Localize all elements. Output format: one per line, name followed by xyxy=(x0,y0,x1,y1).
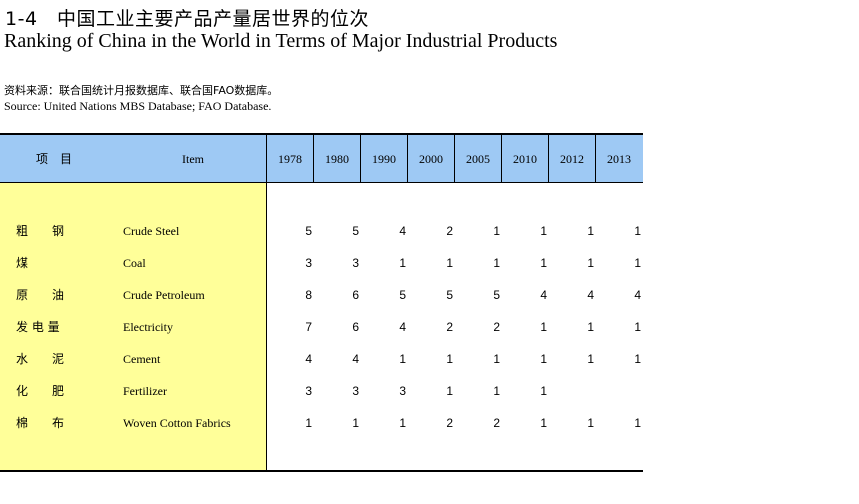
row-item-en: Woven Cotton Fabrics xyxy=(123,416,231,430)
source-note-cn: 资料来源：联合国统计月报数据库、联合国FAO数据库。 xyxy=(4,84,279,97)
rank-value-cell: 4 xyxy=(634,288,641,302)
rank-value-cell: 2 xyxy=(446,416,453,430)
rank-value-cell: 4 xyxy=(399,224,406,238)
rank-value-cell: 1 xyxy=(446,256,453,270)
table-row: 化 肥 Fertilizer 3 3 3 1 1 1 xyxy=(0,381,643,401)
rank-value-cell: 1 xyxy=(540,352,547,366)
rank-value-cell: 1 xyxy=(493,384,500,398)
rank-value-cell: 4 xyxy=(305,352,312,366)
source-note-en: Source: United Nations MBS Database; FAO… xyxy=(4,99,272,113)
rank-value-cell: 3 xyxy=(305,256,312,270)
rank-value-cell: 1 xyxy=(540,416,547,430)
rank-value-cell: 1 xyxy=(634,416,641,430)
rank-value-cell: 1 xyxy=(399,416,406,430)
rank-value-cell: 1 xyxy=(587,320,594,334)
table-row: 煤 Coal 3 3 1 1 1 1 1 1 xyxy=(0,253,643,273)
row-item-cn: 棉 布 xyxy=(16,416,65,430)
rank-value-cell: 2 xyxy=(446,224,453,238)
header-year-7: 2013 xyxy=(595,135,642,183)
table-title-en: Ranking of China in the World in Terms o… xyxy=(4,30,558,52)
header-year-4: 2005 xyxy=(454,135,501,183)
rank-value-cell: 8 xyxy=(305,288,312,302)
header-year-5: 2010 xyxy=(501,135,548,183)
table-row: 发 电 量 Electricity 7 6 4 2 2 1 1 1 xyxy=(0,317,643,337)
row-item-cn: 煤 xyxy=(16,256,29,270)
rank-value-cell: 3 xyxy=(399,384,406,398)
rank-value-cell: 7 xyxy=(305,320,312,334)
table-bottom-rule xyxy=(0,470,643,472)
rank-value-cell: 4 xyxy=(587,288,594,302)
rank-value-cell: 3 xyxy=(305,384,312,398)
rank-value-cell: 1 xyxy=(540,384,547,398)
table-row: 原 油 Crude Petroleum 8 6 5 5 5 4 4 4 xyxy=(0,285,643,305)
rank-value-cell: 1 xyxy=(587,416,594,430)
rank-value-cell: 2 xyxy=(493,416,500,430)
rank-value-cell: 5 xyxy=(446,288,453,302)
rank-value-cell: 5 xyxy=(305,224,312,238)
header-item-en: Item xyxy=(182,152,204,166)
table-row: 棉 布 Woven Cotton Fabrics 1 1 1 2 2 1 1 1 xyxy=(0,413,643,433)
rank-value-cell: 1 xyxy=(634,256,641,270)
header-year-0: 1978 xyxy=(266,135,313,183)
row-item-en: Cement xyxy=(123,352,161,366)
rank-value-cell: 3 xyxy=(352,384,359,398)
rank-value-cell: 1 xyxy=(399,352,406,366)
rank-value-cell: 1 xyxy=(540,256,547,270)
header-year-6: 2012 xyxy=(548,135,595,183)
rank-value-cell: 1 xyxy=(634,224,641,238)
rank-value-cell: 3 xyxy=(352,256,359,270)
rank-value-cell: 1 xyxy=(352,416,359,430)
rank-value-cell: 1 xyxy=(587,256,594,270)
row-item-en: Fertilizer xyxy=(123,384,167,398)
rank-value-cell: 5 xyxy=(493,288,500,302)
rank-value-cell xyxy=(601,381,641,401)
rank-value-cell: 4 xyxy=(352,352,359,366)
rank-value-cell: 1 xyxy=(493,352,500,366)
rank-value-cell: 5 xyxy=(399,288,406,302)
row-item-cn: 水 泥 xyxy=(16,352,65,366)
ranking-table: 项目 Item 1978 1980 1990 2000 2005 2010 2012 2013… xyxy=(0,133,643,472)
rank-value-cell: 1 xyxy=(587,224,594,238)
rank-value-cell: 2 xyxy=(446,320,453,334)
rank-value-cell: 1 xyxy=(493,256,500,270)
rank-value-cell: 6 xyxy=(352,320,359,334)
rank-value-cell: 1 xyxy=(634,352,641,366)
rank-value-cell: 6 xyxy=(352,288,359,302)
rank-value-cell: 4 xyxy=(540,288,547,302)
rank-value-cell: 1 xyxy=(446,384,453,398)
table-row: 粗 钢 Crude Steel 5 5 4 2 1 1 1 1 xyxy=(0,221,643,241)
rank-value-cell: 1 xyxy=(305,416,312,430)
rank-value-cell: 1 xyxy=(540,224,547,238)
header-year-1: 1980 xyxy=(313,135,360,183)
rank-value-cell: 1 xyxy=(634,320,641,334)
header-item-cn: 项目 xyxy=(35,152,84,166)
rank-value-cell: 1 xyxy=(540,320,547,334)
row-item-cn: 发 电 量 xyxy=(16,320,60,334)
rank-value-cell: 1 xyxy=(493,224,500,238)
row-item-cn: 原 油 xyxy=(16,288,65,302)
item-column-panel xyxy=(0,183,267,470)
table-header: 项目 Item 1978 1980 1990 2000 2005 2010 2012 2013 xyxy=(0,133,643,183)
rank-value-cell: 4 xyxy=(399,320,406,334)
row-item-cn: 化 肥 xyxy=(16,384,65,398)
rank-value-cell: 1 xyxy=(399,256,406,270)
table-row: 水 泥 Cement 4 4 1 1 1 1 1 1 xyxy=(0,349,643,369)
rank-value-cell: 1 xyxy=(587,352,594,366)
row-item-en: Electricity xyxy=(123,320,173,334)
rank-value-cell: 2 xyxy=(493,320,500,334)
rank-value-cell: 5 xyxy=(352,224,359,238)
rank-value-cell xyxy=(554,381,594,401)
row-item-cn: 粗 钢 xyxy=(16,224,65,238)
row-item-en: Coal xyxy=(123,256,146,270)
header-year-3: 2000 xyxy=(407,135,454,183)
rank-value-cell: 1 xyxy=(446,352,453,366)
header-year-2: 1990 xyxy=(360,135,407,183)
table-title-cn: 1-4 中国工业主要产品产量居世界的位次 xyxy=(5,8,370,30)
row-item-en: Crude Petroleum xyxy=(123,288,205,302)
row-item-en: Crude Steel xyxy=(123,224,180,238)
